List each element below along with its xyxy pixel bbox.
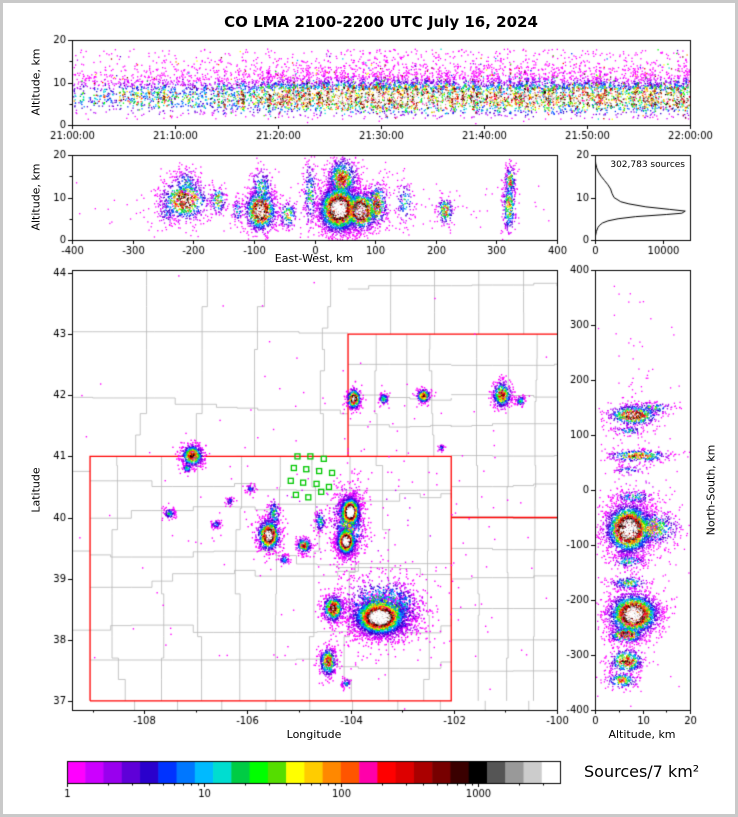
lma-figure: CO LMA 2100-2200 UTC July 16, 2024 Altit… (0, 0, 738, 817)
plot-canvas (0, 0, 738, 817)
